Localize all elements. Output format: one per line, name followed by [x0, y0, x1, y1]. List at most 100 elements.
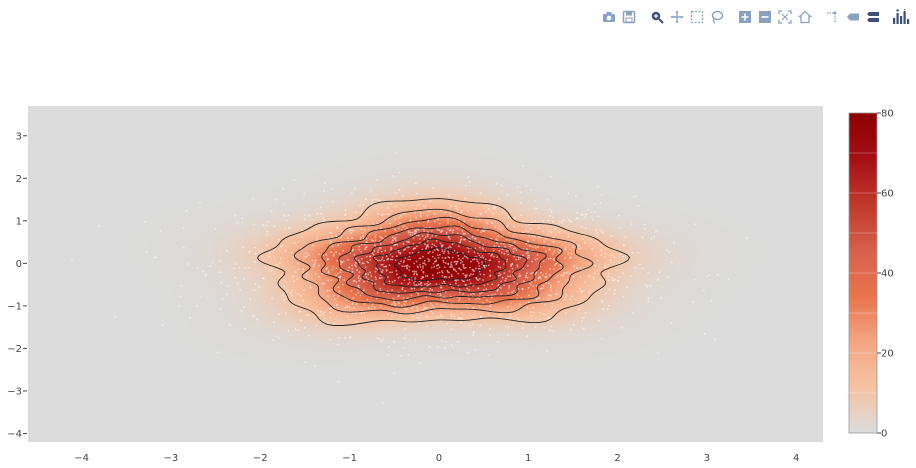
scatter-point [447, 219, 449, 222]
scatter-point [369, 259, 372, 261]
scatter-point [380, 270, 383, 273]
lasso-icon[interactable] [708, 8, 726, 26]
scatter-point [610, 235, 613, 238]
pan-icon[interactable] [668, 8, 686, 26]
scatter-point [392, 297, 395, 300]
scatter-point [427, 260, 430, 263]
scatter-point [542, 274, 544, 276]
scatter-point [272, 339, 275, 342]
zoom-icon[interactable] [648, 8, 666, 26]
scatter-point [485, 288, 488, 290]
scatter-point [367, 307, 370, 310]
scatter-point [442, 259, 445, 262]
scatter-point [356, 269, 358, 271]
scatter-point [268, 255, 271, 258]
reset-axes-icon[interactable] [796, 8, 814, 26]
scatter-point [375, 297, 378, 300]
scatter-point [576, 217, 579, 220]
scatter-point [430, 246, 433, 249]
scatter-point [402, 296, 405, 299]
scatter-point [448, 235, 450, 238]
scatter-point [526, 306, 529, 309]
scatter-point [283, 285, 286, 288]
scatter-point [496, 241, 498, 244]
scatter-point [618, 276, 621, 278]
scatter-point [496, 289, 499, 292]
scatter-point [448, 194, 450, 197]
scatter-point [427, 221, 429, 223]
scatter-point [637, 205, 640, 207]
scatter-point [393, 340, 396, 343]
scatter-point [368, 228, 370, 231]
scatter-point [382, 402, 384, 405]
save-icon[interactable] [620, 8, 638, 26]
scatter-point [641, 267, 644, 270]
scatter-point [550, 284, 553, 286]
scatter-point [546, 199, 549, 201]
scatter-point [564, 295, 567, 298]
scatter-point [323, 190, 325, 193]
scatter-point [437, 256, 440, 259]
scatter-point [533, 235, 536, 238]
zoom-in-icon[interactable] [736, 8, 754, 26]
camera-icon[interactable] [600, 8, 618, 26]
box-select-icon[interactable] [688, 8, 706, 26]
autoscale-icon[interactable] [776, 8, 794, 26]
scatter-point [394, 205, 396, 208]
spike-lines-icon[interactable] [824, 8, 842, 26]
scatter-point [471, 323, 474, 326]
scatter-point [484, 258, 487, 261]
scatter-point [460, 209, 463, 212]
scatter-point [391, 258, 394, 261]
scatter-point [439, 294, 442, 297]
hover-closest-icon[interactable] [844, 8, 862, 26]
scatter-point [271, 297, 273, 300]
scatter-point [462, 257, 464, 260]
scatter-point [450, 261, 453, 264]
scatter-point [528, 223, 531, 226]
scatter-point [339, 276, 341, 279]
scatter-point [503, 252, 506, 255]
scatter-point [584, 235, 586, 238]
scatter-point [468, 278, 471, 281]
colorbar-bands [849, 152, 877, 394]
scatter-point [549, 268, 551, 271]
scatter-point [522, 231, 524, 234]
scatter-point [419, 237, 421, 240]
scatter-point [498, 249, 501, 252]
hover-compare-icon[interactable] [864, 8, 882, 26]
scatter-point [302, 271, 305, 274]
scatter-point [417, 293, 420, 295]
scatter-point [572, 324, 575, 326]
scatter-point [404, 307, 406, 310]
scatter-point [244, 327, 246, 330]
scatter-point [703, 289, 705, 292]
scatter-point [525, 243, 528, 245]
scatter-point [563, 298, 566, 301]
scatter-point [433, 307, 436, 309]
zoom-out-icon[interactable] [756, 8, 774, 26]
scatter-point [401, 226, 404, 229]
scatter-point [288, 227, 291, 229]
scatter-point [430, 207, 433, 210]
plotly-logo-icon[interactable] [892, 8, 910, 26]
scatter-point [569, 328, 572, 331]
scatter-point [331, 187, 334, 190]
scatter-point [358, 245, 361, 248]
scatter-point [433, 249, 436, 252]
scatter-point [403, 300, 406, 303]
scatter-point [508, 231, 511, 234]
scatter-point [617, 279, 619, 282]
scatter-point [445, 276, 448, 278]
scatter-point [395, 152, 398, 155]
scatter-point [237, 282, 239, 285]
scatter-point [526, 257, 529, 260]
scatter-point [431, 304, 434, 307]
scatter-point [666, 276, 669, 278]
scatter-point [412, 243, 415, 245]
scatter-point [464, 238, 466, 241]
scatter-point [394, 239, 397, 242]
scatter-point [449, 229, 451, 232]
scatter-point [692, 301, 695, 303]
